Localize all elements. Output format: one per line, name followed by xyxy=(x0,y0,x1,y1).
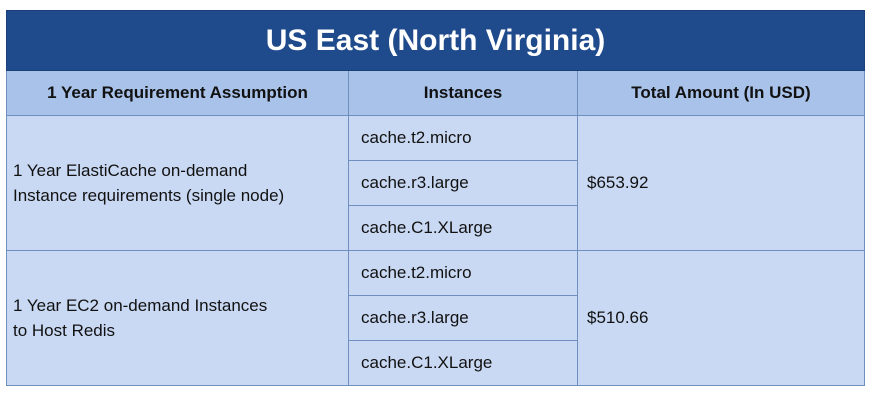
instance-cell: cache.C1.XLarge xyxy=(348,205,578,251)
total-amount-cell: $510.66 xyxy=(577,250,865,386)
assumption-cell-elasticache: 1 Year ElastiCache on-demand Instance re… xyxy=(6,115,349,251)
header-row: 1 Year Requirement Assumption Instances … xyxy=(6,70,865,116)
instance-cell: cache.r3.large xyxy=(348,160,578,206)
table-row: 1 Year ElastiCache on-demand Instance re… xyxy=(6,115,865,251)
table-title: US East (North Virginia) xyxy=(6,10,865,71)
instance-cell: cache.t2.micro xyxy=(348,115,578,161)
header-total: Total Amount (In USD) xyxy=(577,70,865,116)
assumption-line: Instance requirements (single node) xyxy=(13,186,285,205)
pricing-table: US East (North Virginia) 1 Year Requirem… xyxy=(6,10,865,386)
assumption-line: to Host Redis xyxy=(13,321,116,340)
assumption-line: 1 Year ElastiCache on-demand xyxy=(13,161,248,180)
instance-cell: cache.t2.micro xyxy=(348,250,578,296)
table-row: cache.C1.XLarge xyxy=(7,205,865,251)
header-assumption: 1 Year Requirement Assumption xyxy=(6,70,349,116)
instance-cell: cache.r3.large xyxy=(348,295,578,341)
total-amount-cell: $653.92 xyxy=(577,115,865,251)
instance-cell: cache.C1.XLarge xyxy=(348,340,578,386)
table-row: cache.C1.XLarge xyxy=(7,340,865,386)
header-instances: Instances xyxy=(348,70,578,116)
assumption-line: 1 Year EC2 on-demand Instances xyxy=(13,296,268,315)
table-row: 1 Year EC2 on-demand Instances to Host R… xyxy=(6,250,865,386)
title-row: US East (North Virginia) xyxy=(6,10,865,71)
table-row: cache.r3.large xyxy=(7,160,865,206)
assumption-cell-ec2: 1 Year EC2 on-demand Instances to Host R… xyxy=(6,250,349,386)
